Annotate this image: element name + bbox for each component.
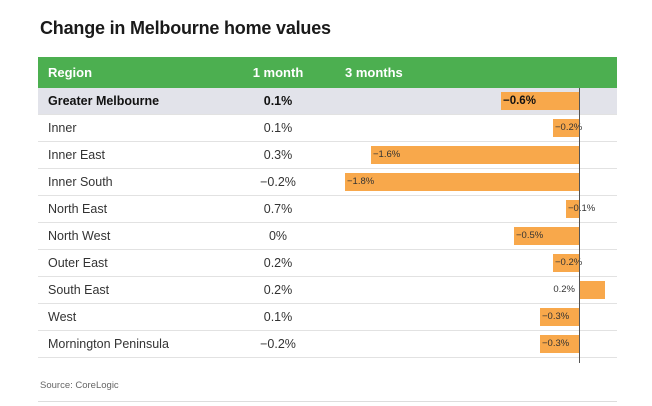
three-month-bar xyxy=(371,146,579,164)
table-header: Region 1 month 3 months xyxy=(38,57,617,88)
table-row: North West 0% −0.5% xyxy=(38,223,617,250)
one-month-cell: −0.2% xyxy=(238,169,318,195)
region-cell: Outer East xyxy=(48,250,108,276)
three-month-label: −0.6% xyxy=(503,88,536,114)
one-month-cell: 0.1% xyxy=(238,88,318,114)
header-one-month: 1 month xyxy=(238,57,318,88)
region-cell: North East xyxy=(48,196,107,222)
region-cell: Inner South xyxy=(48,169,113,195)
table-row: Outer East 0.2% −0.2% xyxy=(38,250,617,277)
table-row: Mornington Peninsula −0.2% −0.3% xyxy=(38,331,617,358)
chart-title: Change in Melbourne home values xyxy=(40,18,331,39)
table-row: South East 0.2% 0.2% xyxy=(38,277,617,304)
region-cell: Greater Melbourne xyxy=(48,88,159,114)
three-month-label: −1.6% xyxy=(373,142,400,168)
region-cell: Inner East xyxy=(48,142,105,168)
one-month-cell: 0.7% xyxy=(238,196,318,222)
one-month-cell: −0.2% xyxy=(238,331,318,357)
one-month-cell: 0.1% xyxy=(238,304,318,330)
header-three-months: 3 months xyxy=(345,57,403,88)
table-row: Inner 0.1% −0.2% xyxy=(38,115,617,142)
three-month-label: −1.8% xyxy=(347,169,374,195)
three-month-label: −0.1% xyxy=(568,196,595,222)
table-row: West 0.1% −0.3% xyxy=(38,304,617,331)
three-month-label: −0.5% xyxy=(516,223,543,249)
one-month-cell: 0.2% xyxy=(238,250,318,276)
three-month-bar xyxy=(579,281,605,299)
three-month-label: −0.3% xyxy=(542,331,569,357)
region-cell: Mornington Peninsula xyxy=(48,331,169,357)
table-row: North East 0.7% −0.1% xyxy=(38,196,617,223)
table-row: Inner East 0.3% −1.6% xyxy=(38,142,617,169)
region-cell: West xyxy=(48,304,76,330)
region-cell: North West xyxy=(48,223,110,249)
one-month-cell: 0.1% xyxy=(238,115,318,141)
three-month-label: 0.2% xyxy=(553,277,575,303)
one-month-cell: 0% xyxy=(238,223,318,249)
three-month-bar xyxy=(345,173,579,191)
source-note: Source: CoreLogic xyxy=(40,380,119,391)
three-month-label: −0.3% xyxy=(542,304,569,330)
header-region: Region xyxy=(48,57,92,88)
table-row: Inner South −0.2% −1.8% xyxy=(38,169,617,196)
region-cell: South East xyxy=(48,277,109,303)
footer-divider xyxy=(38,401,617,402)
one-month-cell: 0.2% xyxy=(238,277,318,303)
zero-axis-line xyxy=(579,88,580,363)
table-row: Greater Melbourne 0.1% −0.6% xyxy=(38,88,617,115)
one-month-cell: 0.3% xyxy=(238,142,318,168)
region-cell: Inner xyxy=(48,115,77,141)
